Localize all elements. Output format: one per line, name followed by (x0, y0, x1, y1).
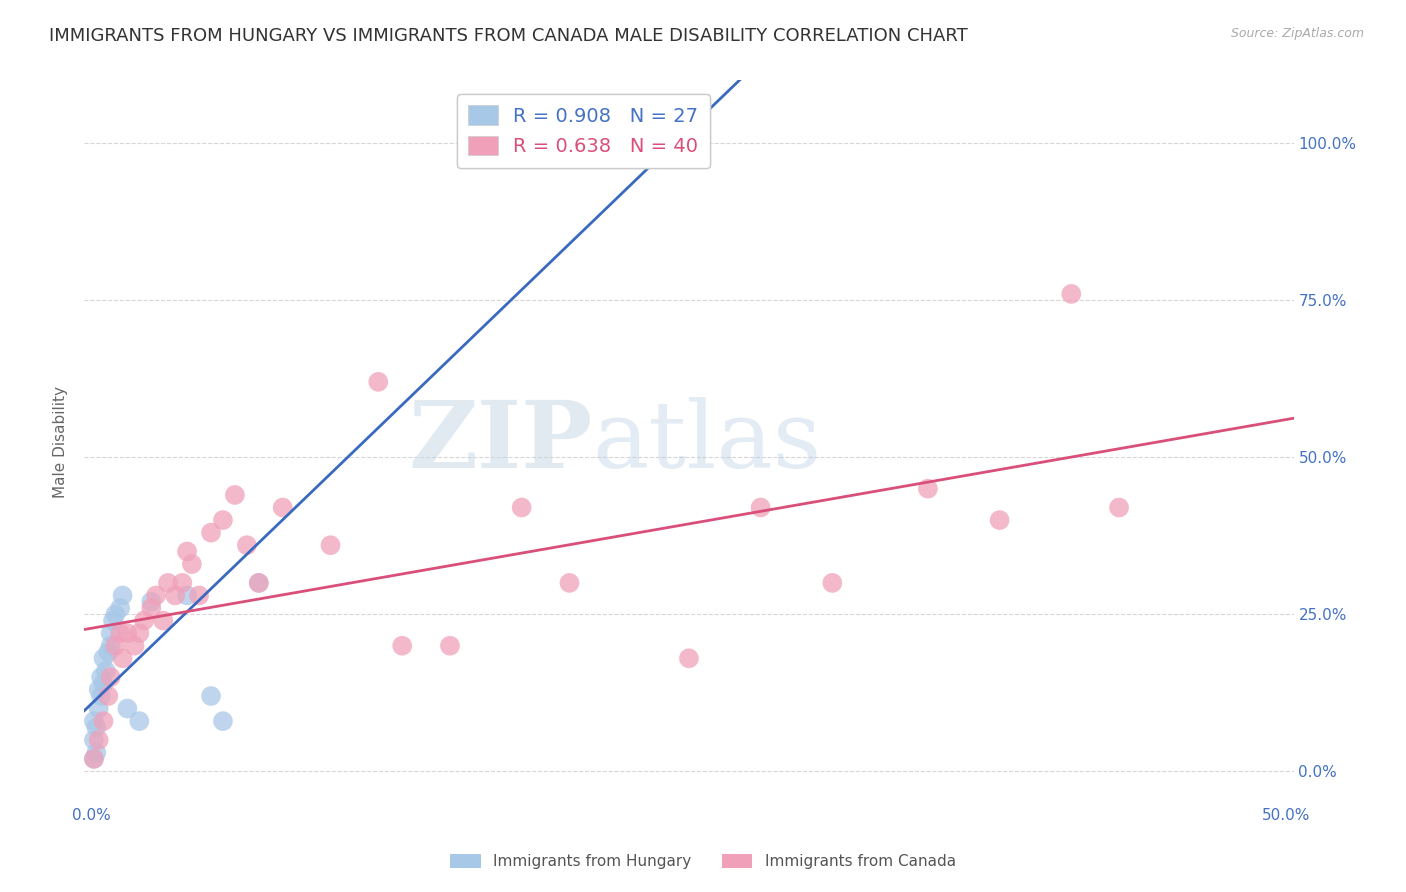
Point (558, 575, 581, 590)
Point (84, 720, 107, 734)
Point (212, 513, 235, 527)
Point (1060, 286, 1083, 301)
Point (104, 639, 127, 653)
Point (83, 733, 105, 747)
Point (117, 701, 139, 715)
Point (97, 689, 120, 703)
Point (93, 651, 115, 665)
Point (678, 651, 700, 665)
Point (200, 525, 222, 540)
Point (152, 614, 174, 628)
Point (821, 575, 844, 590)
Text: Source: ZipAtlas.com: Source: ZipAtlas.com (1230, 27, 1364, 40)
Point (247, 575, 270, 590)
Point (176, 589, 198, 603)
Point (90, 670, 112, 684)
Legend: Immigrants from Hungary, Immigrants from Canada: Immigrants from Hungary, Immigrants from… (444, 848, 962, 875)
Point (132, 614, 155, 628)
Point (90, 689, 112, 703)
Point (367, 375, 389, 389)
Point (145, 589, 167, 603)
Point (749, 500, 772, 515)
Point (87, 733, 110, 747)
Point (319, 538, 342, 552)
Point (100, 639, 122, 653)
Point (180, 557, 202, 571)
Point (212, 714, 235, 728)
Point (224, 488, 246, 502)
Point (141, 601, 163, 615)
Point (247, 575, 270, 590)
Y-axis label: Male Disability: Male Disability (53, 385, 69, 498)
Point (128, 714, 150, 728)
Point (439, 639, 461, 653)
Point (97, 645, 120, 659)
Point (271, 500, 294, 515)
Point (93, 676, 115, 690)
Point (108, 601, 131, 615)
Point (83, 752, 105, 766)
Point (200, 689, 222, 703)
Point (141, 595, 163, 609)
Point (83, 714, 105, 728)
Text: ZIP: ZIP (408, 397, 592, 486)
Point (128, 626, 150, 640)
Point (165, 589, 187, 603)
Point (101, 614, 124, 628)
Point (391, 639, 413, 653)
Point (1108, 500, 1130, 515)
Point (917, 482, 939, 496)
Point (87, 701, 110, 715)
Point (104, 607, 127, 622)
Point (111, 651, 134, 665)
Text: atlas: atlas (592, 397, 821, 486)
Point (988, 513, 1011, 527)
Point (93, 714, 115, 728)
Point (94, 664, 117, 678)
Point (84, 746, 107, 760)
Point (510, 500, 533, 515)
Text: IMMIGRANTS FROM HUNGARY VS IMMIGRANTS FROM CANADA MALE DISABILITY CORRELATION CH: IMMIGRANTS FROM HUNGARY VS IMMIGRANTS FR… (49, 27, 967, 45)
Point (236, 538, 259, 552)
Point (111, 589, 134, 603)
Point (606, 136, 628, 150)
Point (100, 670, 122, 684)
Point (188, 589, 211, 603)
Point (176, 544, 198, 558)
Point (83, 752, 105, 766)
Point (87, 682, 110, 697)
Point (108, 626, 131, 640)
Legend: R = 0.908   N = 27, R = 0.638   N = 40: R = 0.908 N = 27, R = 0.638 N = 40 (457, 94, 710, 168)
Point (124, 639, 146, 653)
Point (156, 575, 179, 590)
Point (172, 575, 194, 590)
Point (100, 626, 122, 640)
Point (117, 626, 139, 640)
